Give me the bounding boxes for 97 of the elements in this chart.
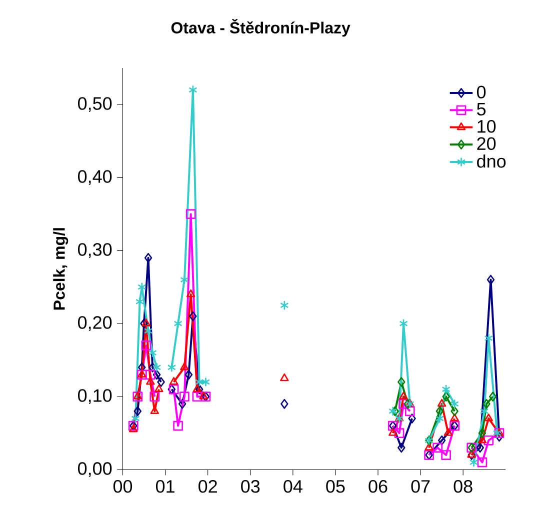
point <box>435 413 444 424</box>
legend-label: 5 <box>477 102 486 116</box>
point <box>280 398 288 409</box>
point <box>404 406 415 416</box>
x-tick-label: 00 <box>113 480 132 493</box>
point <box>438 435 446 446</box>
point <box>478 435 487 444</box>
point <box>408 413 416 424</box>
point <box>450 413 459 422</box>
point <box>398 376 406 387</box>
point <box>476 442 484 452</box>
point <box>391 406 399 416</box>
point <box>192 384 202 392</box>
point <box>169 376 178 385</box>
point <box>138 362 146 372</box>
legend-label: 10 <box>478 120 496 133</box>
point <box>152 370 161 380</box>
point <box>478 428 486 438</box>
point <box>184 370 193 380</box>
point <box>486 274 495 285</box>
point <box>192 392 202 402</box>
point <box>450 406 458 416</box>
y-axis-title: Pcelk, mg/l <box>53 228 68 310</box>
point <box>280 300 289 310</box>
point <box>167 362 176 372</box>
y-tick-label: 0,10 <box>78 389 112 404</box>
point <box>432 442 442 452</box>
point <box>148 348 157 358</box>
point <box>492 428 502 438</box>
point <box>145 370 156 380</box>
point <box>168 384 179 394</box>
y-tick-label: 0,40 <box>78 170 112 185</box>
point <box>394 428 404 438</box>
x-tick-label: 03 <box>241 480 260 493</box>
point <box>144 252 152 263</box>
x-tick-label: 04 <box>284 480 302 493</box>
point <box>142 318 151 326</box>
point <box>186 208 196 219</box>
point <box>484 435 494 446</box>
point <box>480 406 489 416</box>
point <box>495 432 504 442</box>
point <box>488 392 497 402</box>
point <box>398 398 408 409</box>
legend-label: 20 <box>477 137 496 150</box>
y-tick-label: 0,20 <box>78 316 112 331</box>
point <box>477 457 488 468</box>
point <box>484 413 493 422</box>
point <box>148 362 156 372</box>
point <box>441 450 452 460</box>
point <box>174 318 182 328</box>
point <box>444 428 453 436</box>
point <box>168 384 176 394</box>
point <box>442 384 450 394</box>
chart-title: Otava - Štědronín-Plazy <box>171 18 350 36</box>
point <box>436 406 444 416</box>
point <box>199 392 208 400</box>
point <box>437 398 446 407</box>
x-tick-label: 07 <box>411 480 430 493</box>
point <box>399 392 408 400</box>
point <box>157 376 165 387</box>
point <box>180 362 189 370</box>
point <box>388 428 398 436</box>
point <box>173 420 183 431</box>
point <box>150 392 160 402</box>
legend-label: dno <box>477 154 506 168</box>
point <box>469 457 478 468</box>
point <box>146 376 155 385</box>
point <box>404 398 412 409</box>
point <box>178 398 186 409</box>
point <box>180 274 189 285</box>
point <box>195 384 204 394</box>
point <box>482 398 490 409</box>
x-tick-label: 08 <box>454 480 472 493</box>
point <box>131 413 140 424</box>
x-tick-label: 05 <box>326 480 345 493</box>
y-tick-label: 0,30 <box>78 242 112 258</box>
point <box>179 392 190 402</box>
point <box>154 384 164 392</box>
point <box>186 289 196 298</box>
point <box>129 424 138 432</box>
point <box>189 311 197 322</box>
legend-label: 0 <box>477 86 486 98</box>
point <box>280 373 289 381</box>
point <box>140 318 148 328</box>
point <box>141 340 152 350</box>
y-tick-label: 0,00 <box>78 462 112 477</box>
point <box>134 406 142 416</box>
point <box>442 392 450 402</box>
point <box>144 326 153 336</box>
x-tick-label: 06 <box>368 480 388 493</box>
x-tick-label: 01 <box>156 480 174 493</box>
y-tick-label: 0,50 <box>78 96 112 112</box>
point <box>152 362 162 372</box>
point <box>201 376 210 387</box>
point <box>398 442 406 452</box>
point <box>450 398 459 409</box>
x-tick-label: 02 <box>198 480 217 493</box>
